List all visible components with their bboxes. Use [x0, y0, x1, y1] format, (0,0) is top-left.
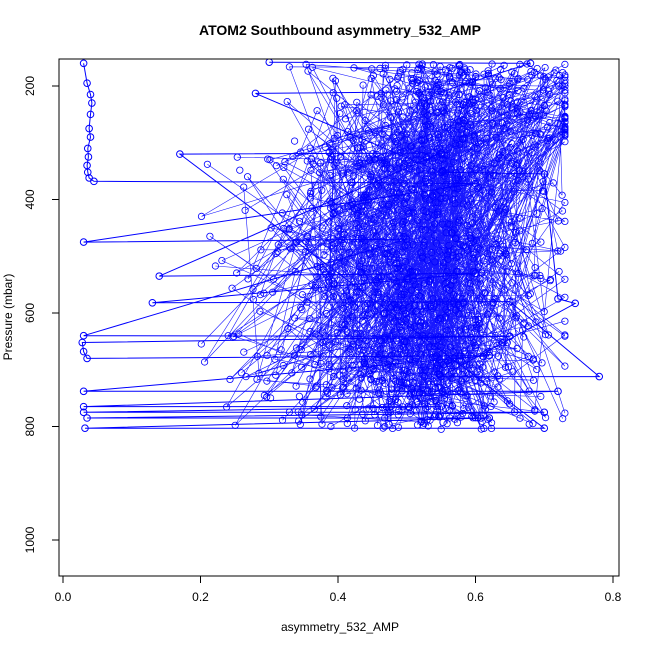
data-point: [437, 87, 445, 96]
data-point: [79, 408, 88, 417]
data-point: [402, 235, 411, 244]
data-point: [79, 402, 88, 411]
data-point: [540, 170, 549, 178]
data-point: [90, 177, 98, 186]
data-point: [554, 295, 562, 303]
data-point: [83, 79, 91, 87]
series-line: [81, 61, 601, 429]
data-point: [83, 414, 91, 422]
data-point: [540, 408, 549, 417]
x-axis: 0.0 0.2 0.4 0.6 0.8: [55, 575, 622, 604]
x-tick-label: 0.8: [605, 590, 622, 604]
x-tick-label: 0.6: [467, 590, 484, 604]
data-series: [78, 59, 604, 433]
y-tick-label: 600: [23, 303, 37, 323]
data-point: [176, 150, 184, 158]
data-point: [526, 59, 535, 68]
data-point: [437, 372, 445, 381]
data-point: [506, 297, 514, 306]
data-point: [347, 178, 356, 187]
data-point: [148, 298, 157, 307]
data-point: [79, 59, 88, 68]
data-point: [78, 338, 87, 347]
data-point: [485, 351, 494, 360]
data-point: [540, 424, 549, 433]
data-point: [437, 402, 445, 411]
data-point: [86, 110, 95, 119]
data-point: [84, 153, 93, 161]
data-point: [83, 168, 92, 177]
y-tick-label: 200: [23, 76, 37, 96]
data-point: [251, 89, 260, 98]
data-point: [86, 133, 95, 141]
data-point: [437, 149, 445, 157]
data-point: [265, 59, 274, 66]
data-point: [571, 299, 579, 308]
y-tick-label: 400: [23, 189, 37, 209]
data-point: [81, 424, 89, 433]
data-point: [155, 272, 164, 280]
data-point: [83, 144, 92, 153]
dense-data-cloud: [197, 60, 569, 433]
x-tick-label: 0.0: [55, 590, 72, 604]
x-axis-label: asymmetry_532_AMP: [281, 620, 399, 634]
data-point: [595, 372, 604, 381]
data-point: [86, 90, 95, 99]
data-point: [554, 387, 562, 396]
data-point: [79, 347, 88, 356]
data-point: [437, 168, 445, 177]
y-axis-label: Pressure (mbar): [1, 274, 15, 361]
y-axis: 200 400 600 800 1000: [23, 76, 60, 553]
data-point: [79, 387, 88, 396]
data-point: [83, 354, 91, 363]
y-tick-label: 1000: [23, 526, 37, 553]
data-point: [88, 99, 96, 107]
chart-title: ATOM2 Southbound asymmetry_532_AMP: [199, 22, 481, 38]
data-point: [471, 179, 480, 188]
data-point: [471, 269, 480, 278]
data-point: [79, 238, 88, 246]
x-tick-label: 0.2: [192, 590, 209, 604]
data-point: [506, 332, 514, 341]
cloud-markers: [197, 60, 569, 433]
x-tick-label: 0.4: [330, 590, 347, 604]
data-point: [485, 414, 494, 422]
y-tick-label: 800: [23, 416, 37, 436]
data-point: [85, 124, 93, 133]
